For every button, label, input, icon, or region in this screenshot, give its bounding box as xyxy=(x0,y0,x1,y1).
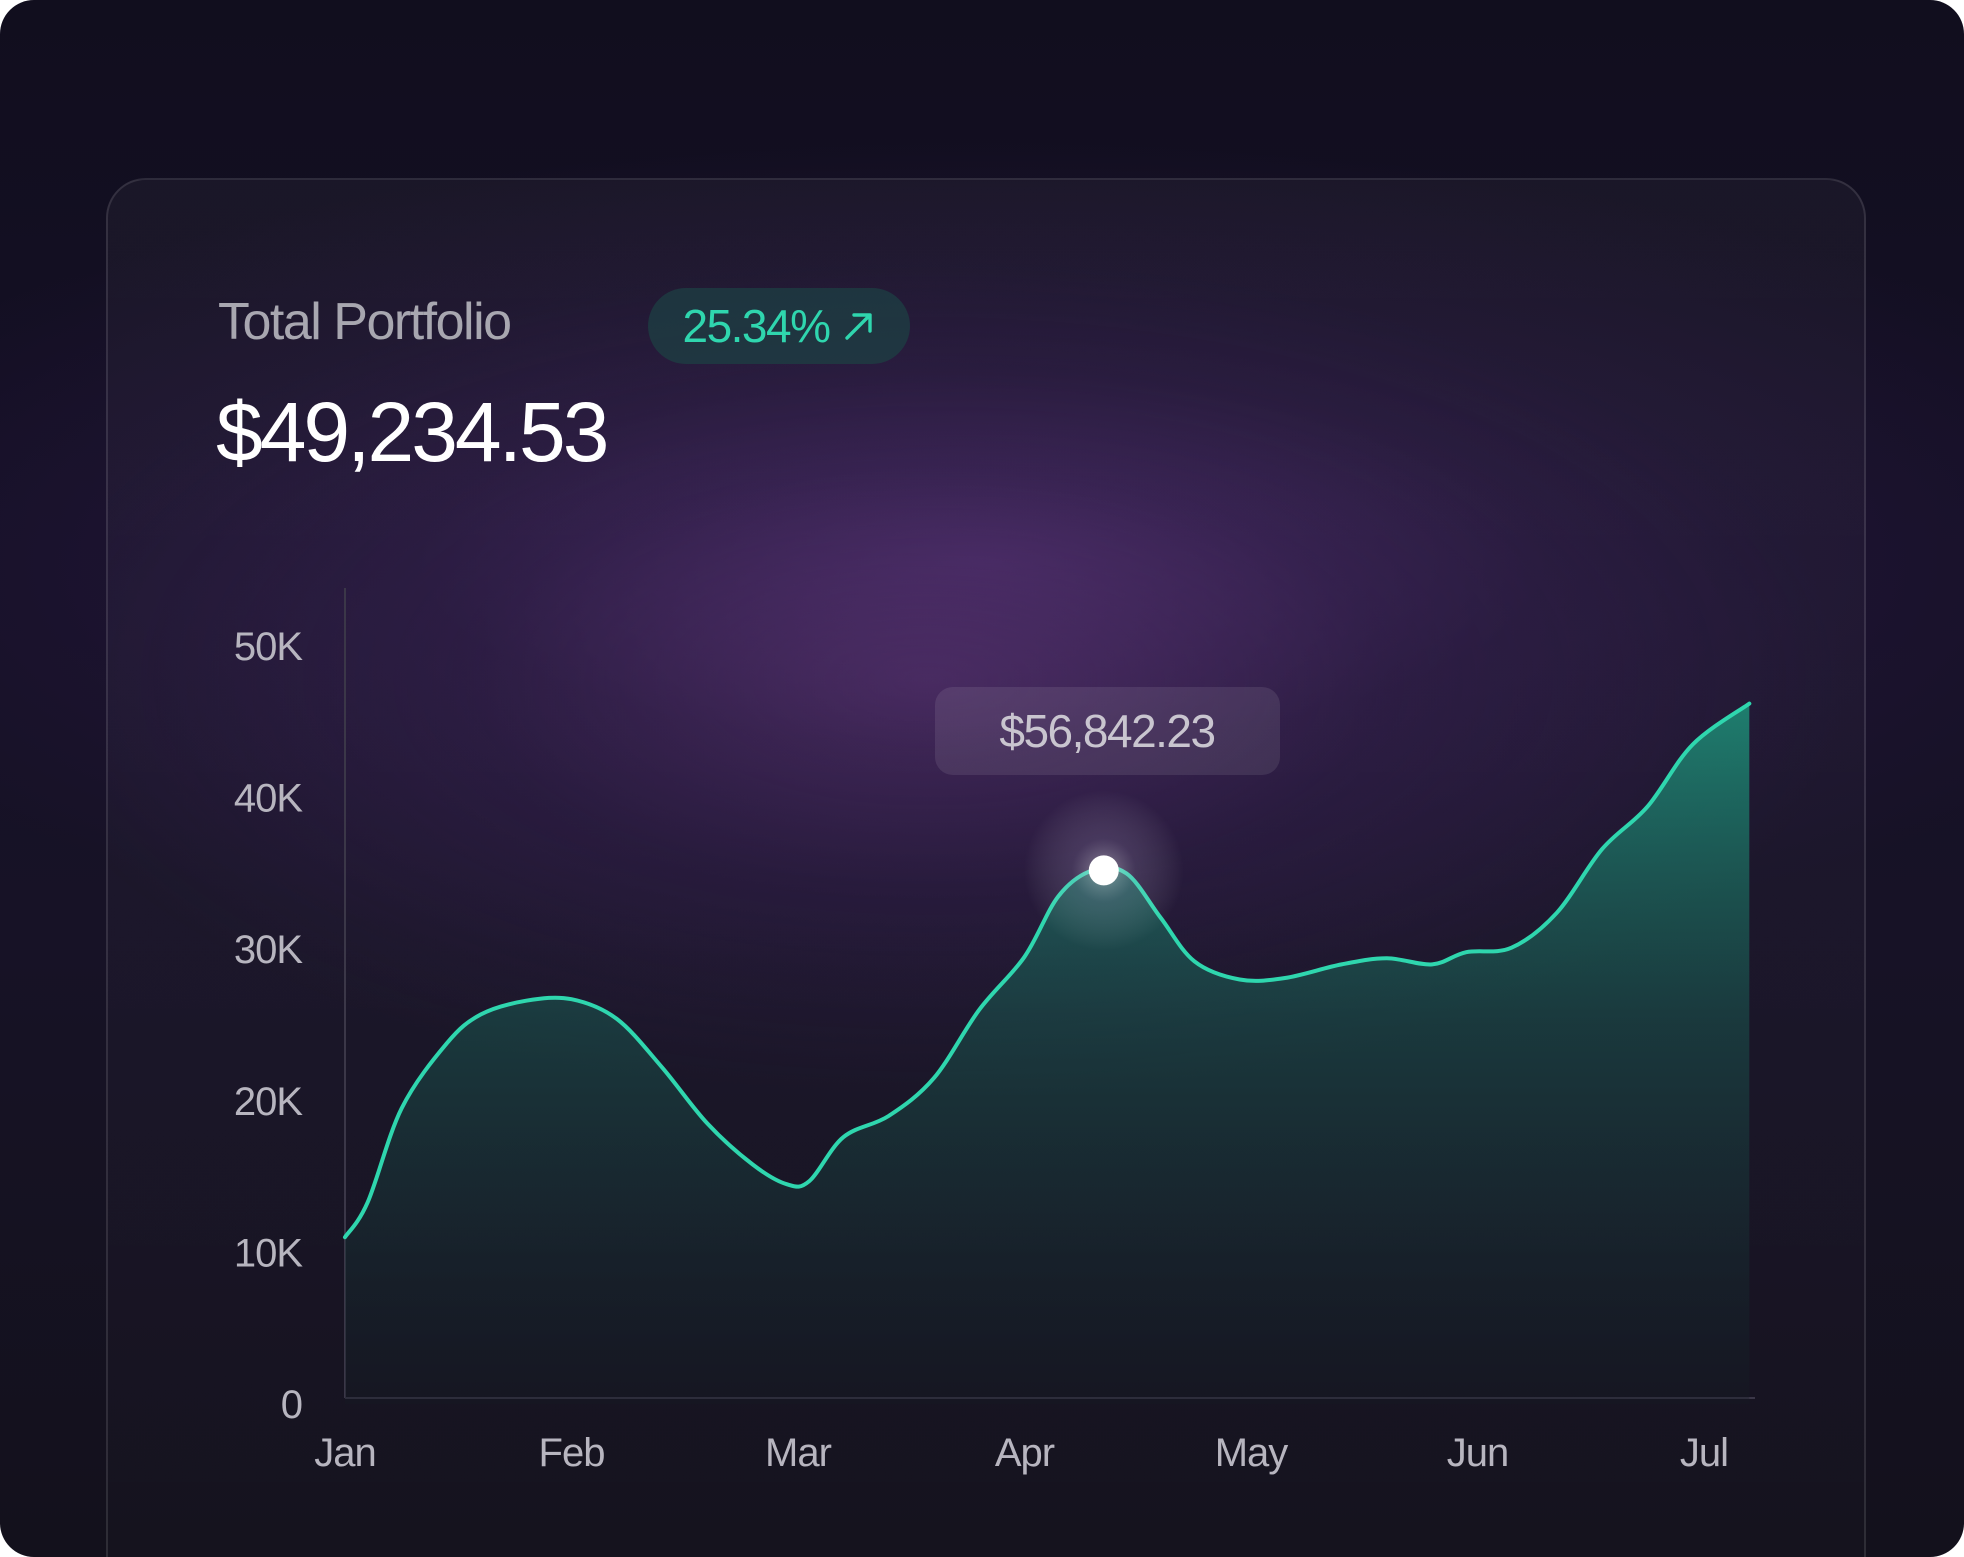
tooltip-box xyxy=(935,687,1280,775)
arrow-up-right-icon xyxy=(842,309,876,343)
x-axis-ticks: Jan Feb Mar Apr May Jun Jul xyxy=(314,1431,1729,1475)
portfolio-title: Total Portfolio xyxy=(218,293,512,351)
y-tick-label: 30K xyxy=(234,928,303,972)
y-tick-label: 0 xyxy=(281,1383,302,1427)
y-tick-label: 20K xyxy=(234,1080,303,1124)
x-tick-label: Jun xyxy=(1447,1431,1509,1475)
x-tick-label: Feb xyxy=(539,1431,605,1475)
highlight-point[interactable] xyxy=(1088,855,1119,886)
y-tick-label: 50K xyxy=(234,625,303,669)
x-tick-label: Jul xyxy=(1680,1431,1728,1475)
change-badge: 25.34% xyxy=(648,288,910,364)
tooltip: $56,842.23 xyxy=(935,687,1280,775)
portfolio-total-value: $49,234.53 xyxy=(216,385,609,479)
x-tick-label: Mar xyxy=(765,1431,832,1475)
tooltip-label: $56,842.23 xyxy=(999,705,1214,757)
series-line xyxy=(343,701,1752,1240)
y-axis-ticks: 0 10K 20K 30K 40K 50K xyxy=(234,625,304,1427)
series-area xyxy=(345,703,1750,1404)
y-tick-label: 40K xyxy=(234,777,303,821)
y-tick-label: 10K xyxy=(234,1231,303,1275)
x-tick-label: May xyxy=(1215,1431,1289,1475)
x-tick-label: Jan xyxy=(314,1431,376,1475)
change-percent: 25.34% xyxy=(682,300,831,352)
x-tick-label: Apr xyxy=(995,1431,1055,1475)
